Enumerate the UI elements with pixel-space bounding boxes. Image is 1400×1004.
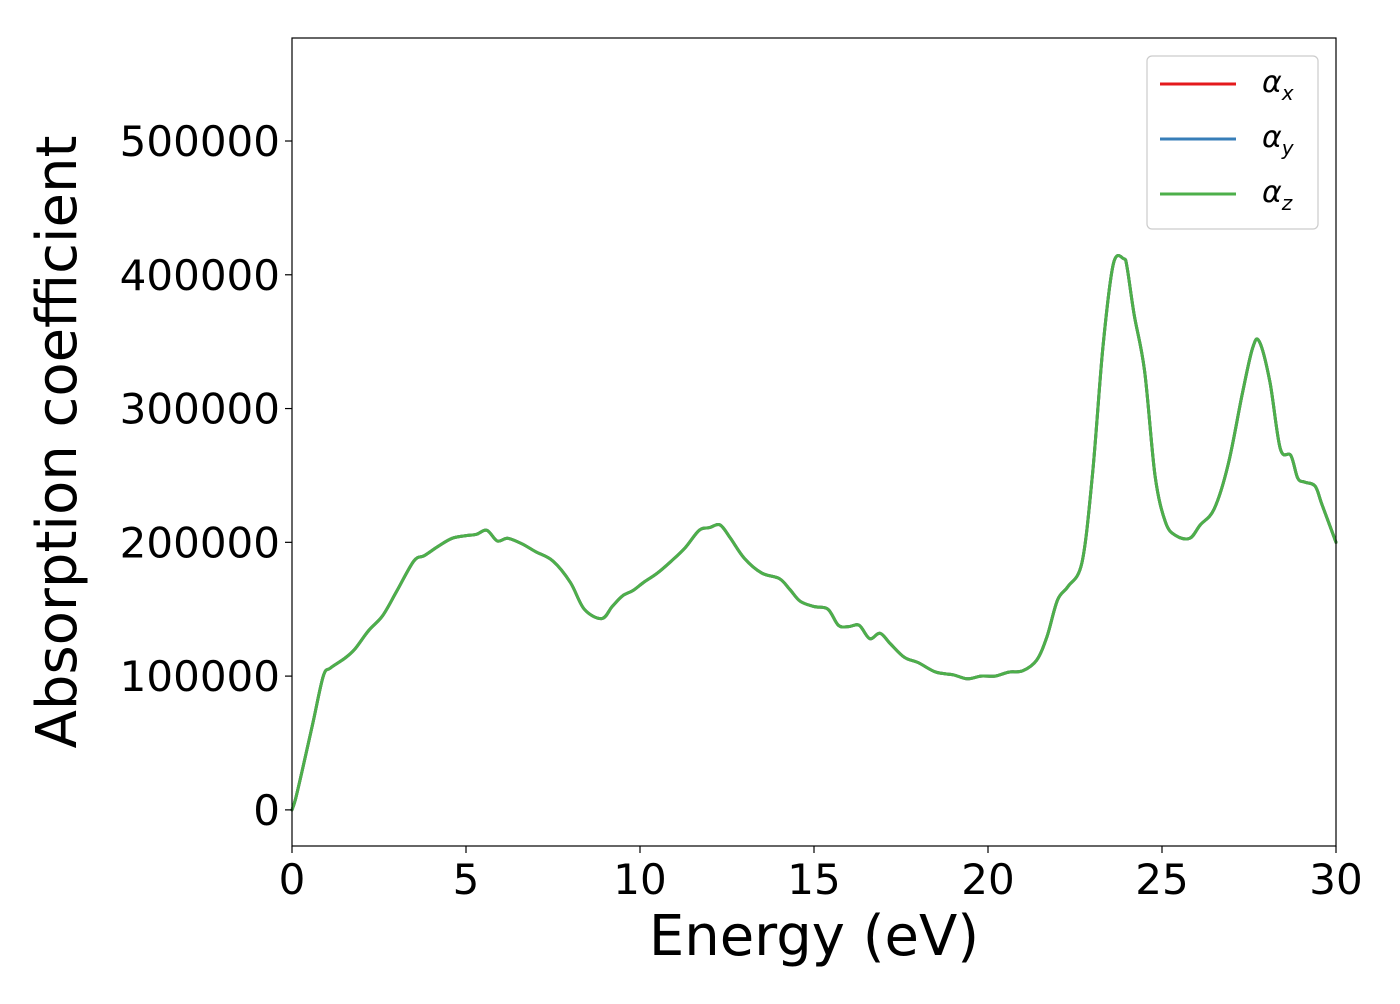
x-tick-label: 15 [787, 855, 840, 904]
y-tick-label: 500000 [120, 117, 280, 166]
y-tick-label: 200000 [120, 518, 280, 567]
series-line-alpha-z [290, 254, 1338, 812]
y-tick-label: 0 [253, 786, 280, 835]
x-axis: 0 5 10 15 20 25 30 [279, 846, 1363, 904]
y-tick-label: 100000 [120, 652, 280, 701]
series-layer [290, 254, 1338, 812]
x-tick-label: 30 [1309, 855, 1362, 904]
y-tick-label: 300000 [120, 385, 280, 434]
x-tick-label: 10 [613, 855, 666, 904]
y-axis: 0 100000 200000 300000 400000 500000 [120, 117, 292, 835]
legend-frame [1146, 55, 1319, 230]
y-axis-title: Absorption coefficient [25, 136, 90, 749]
y-tick-label: 400000 [120, 251, 280, 300]
x-axis-title: Energy (eV) [649, 904, 979, 969]
x-tick-label: 5 [453, 855, 480, 904]
x-tick-label: 25 [1135, 855, 1188, 904]
x-tick-label: 0 [279, 855, 306, 904]
x-tick-label: 20 [961, 855, 1014, 904]
